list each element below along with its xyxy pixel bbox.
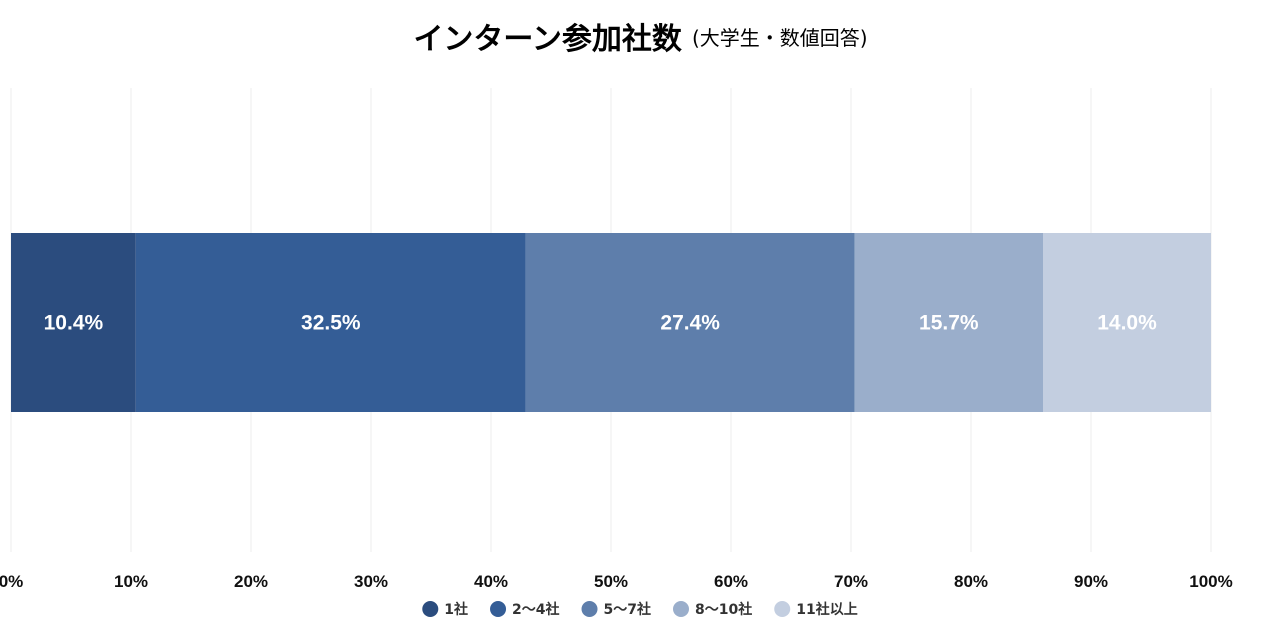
data-label: 15.7% (919, 312, 979, 335)
legend-marker (774, 601, 791, 617)
legend-marker (490, 601, 507, 617)
x-tick-label: 40% (474, 572, 508, 591)
x-tick-label: 10% (114, 572, 148, 591)
data-labels: 10.4% 32.5% 27.4% 15.7% 14.0% (44, 312, 1157, 335)
legend-marker (581, 601, 598, 617)
x-tick-label: 50% (594, 572, 628, 591)
x-axis-tick-labels: 0% 10% 20% 30% 40% 50% 60% 70% 80% 90% 100% (0, 572, 1233, 591)
legend: 1社 2〜4社 5〜7社 8〜10社 11社以上 (422, 601, 858, 618)
chart-subtitle: (大学生・数値回答) (691, 25, 868, 50)
bar-segment (135, 233, 526, 412)
legend-item: 1社 (422, 601, 468, 618)
x-tick-label: 60% (714, 572, 748, 591)
bar-segment (11, 233, 136, 412)
x-tick-label: 80% (954, 572, 988, 591)
chart-title: インターン参加社数 (大学生・数値回答) (0, 14, 1281, 58)
x-tick-label: 90% (1074, 572, 1108, 591)
x-tick-label: 100% (1189, 572, 1232, 591)
data-label: 14.0% (1097, 312, 1157, 335)
x-tick-label: 20% (234, 572, 268, 591)
bar-segment (525, 233, 855, 412)
x-tick-label: 0% (0, 572, 23, 591)
data-label: 32.5% (301, 312, 361, 335)
legend-label: 11社以上 (796, 601, 857, 618)
data-label: 10.4% (44, 312, 104, 335)
legend-item: 11社以上 (774, 601, 858, 618)
legend-item: 2〜4社 (490, 601, 560, 618)
bar-segments (11, 233, 1211, 412)
legend-marker (673, 601, 689, 617)
legend-item: 5〜7社 (581, 601, 651, 618)
x-tick-label: 70% (834, 572, 868, 591)
x-tick-label: 30% (354, 572, 388, 591)
data-label: 27.4% (660, 312, 720, 335)
legend-marker (422, 601, 439, 617)
bar-segment (1043, 233, 1211, 412)
bar-segment (854, 233, 1043, 412)
legend-label: 8〜10社 (695, 601, 752, 618)
legend-item: 8〜10社 (673, 601, 752, 618)
chart-title-main: インターン参加社数 (413, 22, 682, 57)
legend-label: 5〜7社 (604, 601, 651, 618)
legend-label: 2〜4社 (512, 601, 559, 618)
legend-label: 1社 (444, 601, 468, 618)
